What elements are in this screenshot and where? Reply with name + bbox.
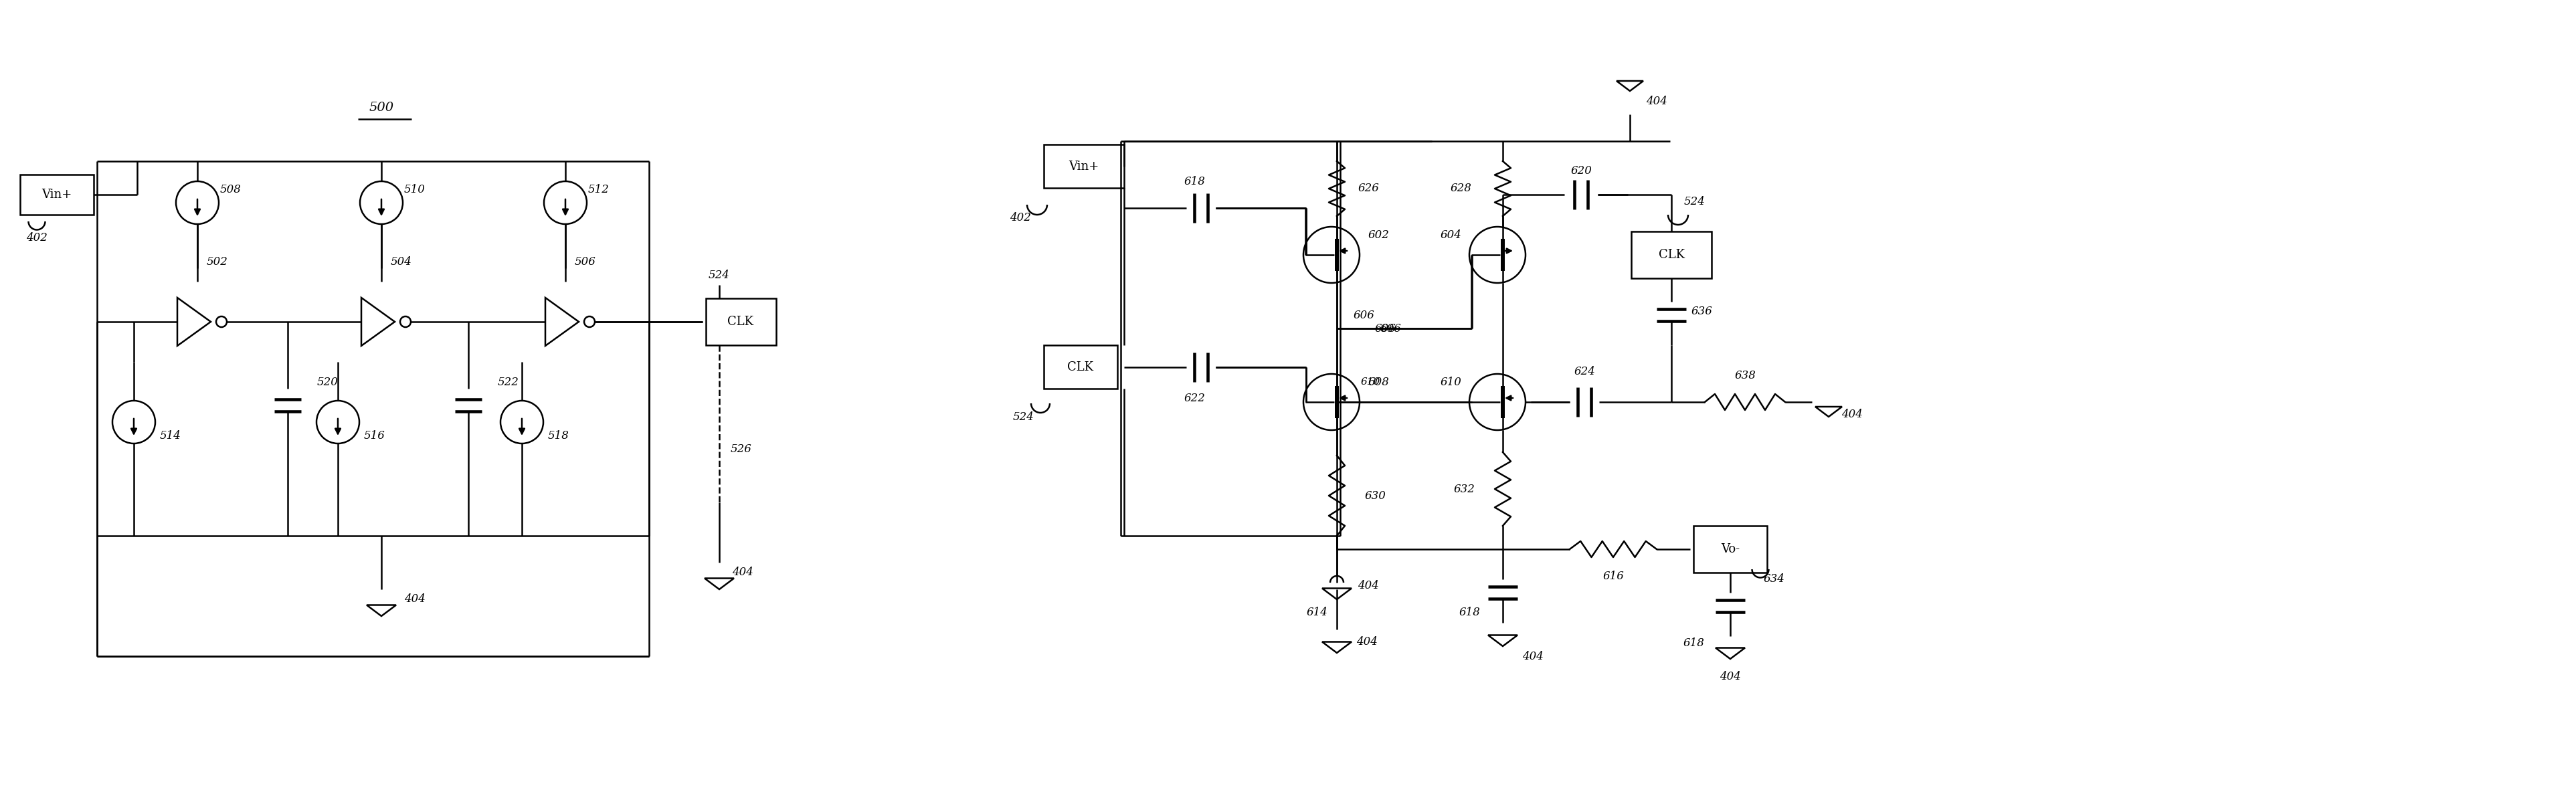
Text: 630: 630 xyxy=(1365,490,1386,502)
Text: 404: 404 xyxy=(1842,408,1862,419)
Text: 618: 618 xyxy=(1682,638,1705,649)
Text: 404: 404 xyxy=(1358,581,1378,592)
Text: 404: 404 xyxy=(1721,671,1741,682)
Bar xyxy=(1631,231,1710,278)
Text: 524: 524 xyxy=(1012,412,1036,423)
Text: Vin+: Vin+ xyxy=(1069,160,1100,172)
Text: 606: 606 xyxy=(1352,310,1373,321)
Text: CLK: CLK xyxy=(1659,249,1685,261)
Text: 402: 402 xyxy=(1010,213,1030,224)
Text: 636: 636 xyxy=(1690,306,1713,318)
Text: 618: 618 xyxy=(1458,607,1481,619)
Text: 606: 606 xyxy=(1376,323,1396,334)
Text: 638: 638 xyxy=(1734,370,1757,381)
Text: 616: 616 xyxy=(1602,570,1623,581)
Bar xyxy=(21,175,93,215)
Text: 522: 522 xyxy=(497,376,520,388)
Text: 506: 506 xyxy=(574,256,595,267)
Text: 404: 404 xyxy=(732,567,752,578)
Text: 524: 524 xyxy=(708,269,729,280)
Text: 520: 520 xyxy=(317,376,337,388)
Text: 618: 618 xyxy=(1182,175,1206,187)
Text: 628: 628 xyxy=(1450,182,1471,194)
Text: 614: 614 xyxy=(1306,607,1327,619)
Text: 502: 502 xyxy=(206,256,229,267)
Text: CLK: CLK xyxy=(1066,361,1095,373)
Text: 610: 610 xyxy=(1440,376,1461,388)
Bar xyxy=(706,299,775,345)
Text: 510: 510 xyxy=(404,183,425,195)
Text: 622: 622 xyxy=(1182,393,1206,404)
Text: 604: 604 xyxy=(1440,229,1461,240)
Text: 608: 608 xyxy=(1368,376,1388,388)
Text: 634: 634 xyxy=(1762,574,1785,585)
Text: 404: 404 xyxy=(1522,650,1543,662)
Text: 516: 516 xyxy=(363,430,386,441)
Bar xyxy=(1692,526,1767,573)
Text: 504: 504 xyxy=(392,256,412,267)
Text: 524: 524 xyxy=(1685,196,1705,207)
Bar xyxy=(1043,145,1123,188)
Text: Vo-: Vo- xyxy=(1721,544,1739,555)
Text: 620: 620 xyxy=(1571,166,1592,177)
Text: 602: 602 xyxy=(1368,229,1388,240)
Text: 404: 404 xyxy=(404,593,425,605)
Text: 632: 632 xyxy=(1453,483,1473,495)
Text: 512: 512 xyxy=(587,183,611,195)
Text: 624: 624 xyxy=(1574,367,1595,378)
Text: 610: 610 xyxy=(1360,378,1381,386)
Text: 518: 518 xyxy=(549,430,569,441)
Text: CLK: CLK xyxy=(726,316,755,328)
Text: Vin+: Vin+ xyxy=(41,189,72,201)
Text: 508: 508 xyxy=(219,183,242,195)
Bar xyxy=(1043,345,1118,389)
Text: 402: 402 xyxy=(26,232,46,244)
Text: 526: 526 xyxy=(732,443,752,454)
Text: 500: 500 xyxy=(368,102,394,114)
Text: 514: 514 xyxy=(160,430,180,441)
Text: 606: 606 xyxy=(1381,323,1401,334)
Text: 404: 404 xyxy=(1646,96,1667,107)
Text: 626: 626 xyxy=(1358,182,1378,194)
Text: 404: 404 xyxy=(1358,636,1378,647)
